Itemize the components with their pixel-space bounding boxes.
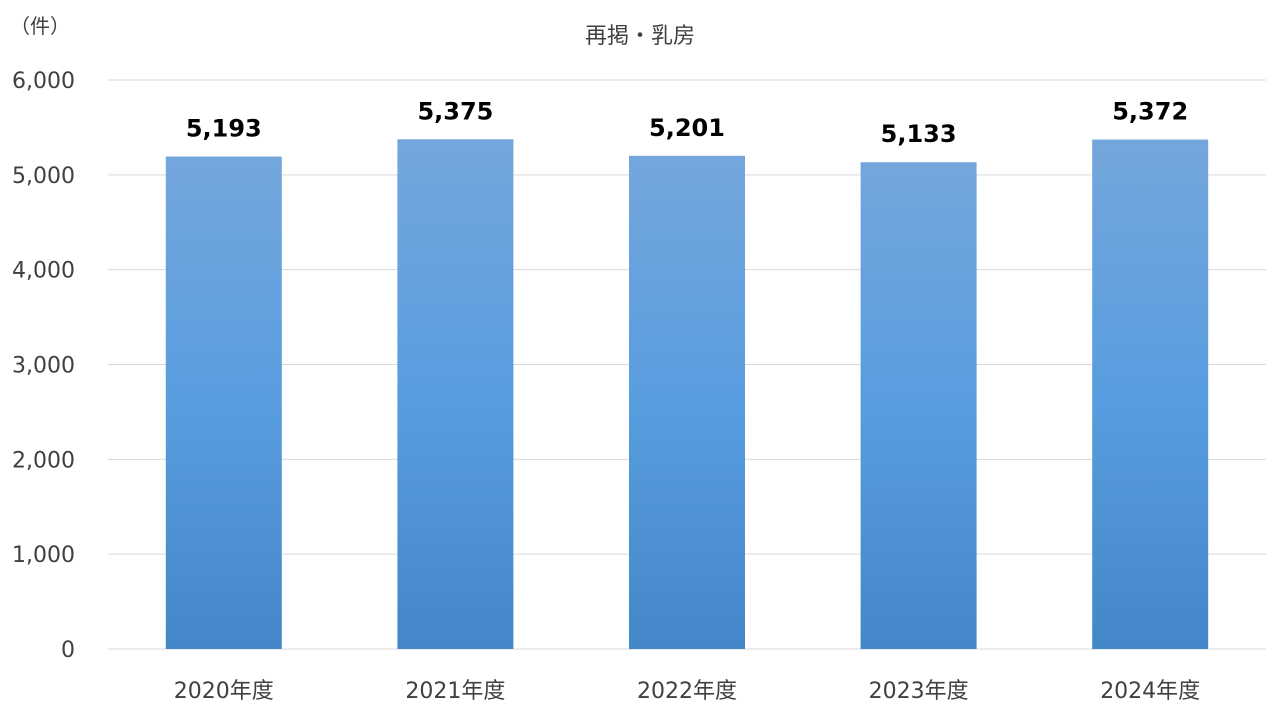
bar xyxy=(1092,139,1209,649)
data-label: 5,201 xyxy=(649,114,725,142)
data-label: 5,375 xyxy=(417,97,493,125)
bar xyxy=(629,155,745,649)
x-tick-label: 2020年度 xyxy=(174,679,274,704)
x-tick-label: 2024年度 xyxy=(1100,679,1200,704)
x-tick-label: 2023年度 xyxy=(869,679,969,704)
y-tick-label: 2,000 xyxy=(12,448,75,473)
y-tick-label: 5,000 xyxy=(12,164,75,189)
data-label: 5,193 xyxy=(186,115,262,143)
x-tick-label: 2022年度 xyxy=(637,679,737,704)
y-tick-label: 1,000 xyxy=(12,543,75,568)
x-tick-label: 2021年度 xyxy=(405,679,505,704)
bar xyxy=(165,156,282,649)
y-tick-label: 4,000 xyxy=(12,259,75,284)
y-unit-label: （件） xyxy=(10,14,70,38)
bar xyxy=(397,139,514,650)
data-label: 5,133 xyxy=(881,120,957,148)
y-tick-label: 6,000 xyxy=(12,69,75,94)
bar xyxy=(860,162,977,649)
y-axis-ticks: 0 1,000 2,000 3,000 4,000 5,000 6,000 xyxy=(12,69,75,663)
bars xyxy=(165,139,1209,650)
data-labels: 5,193 5,375 5,201 5,133 5,372 xyxy=(186,97,1188,148)
x-axis-ticks: 2020年度 2021年度 2022年度 2023年度 2024年度 xyxy=(174,679,1200,704)
data-label: 5,372 xyxy=(1112,98,1188,126)
y-tick-label: 0 xyxy=(61,638,75,663)
chart-title: 再掲・乳房 xyxy=(584,24,695,49)
y-tick-label: 3,000 xyxy=(12,354,75,379)
